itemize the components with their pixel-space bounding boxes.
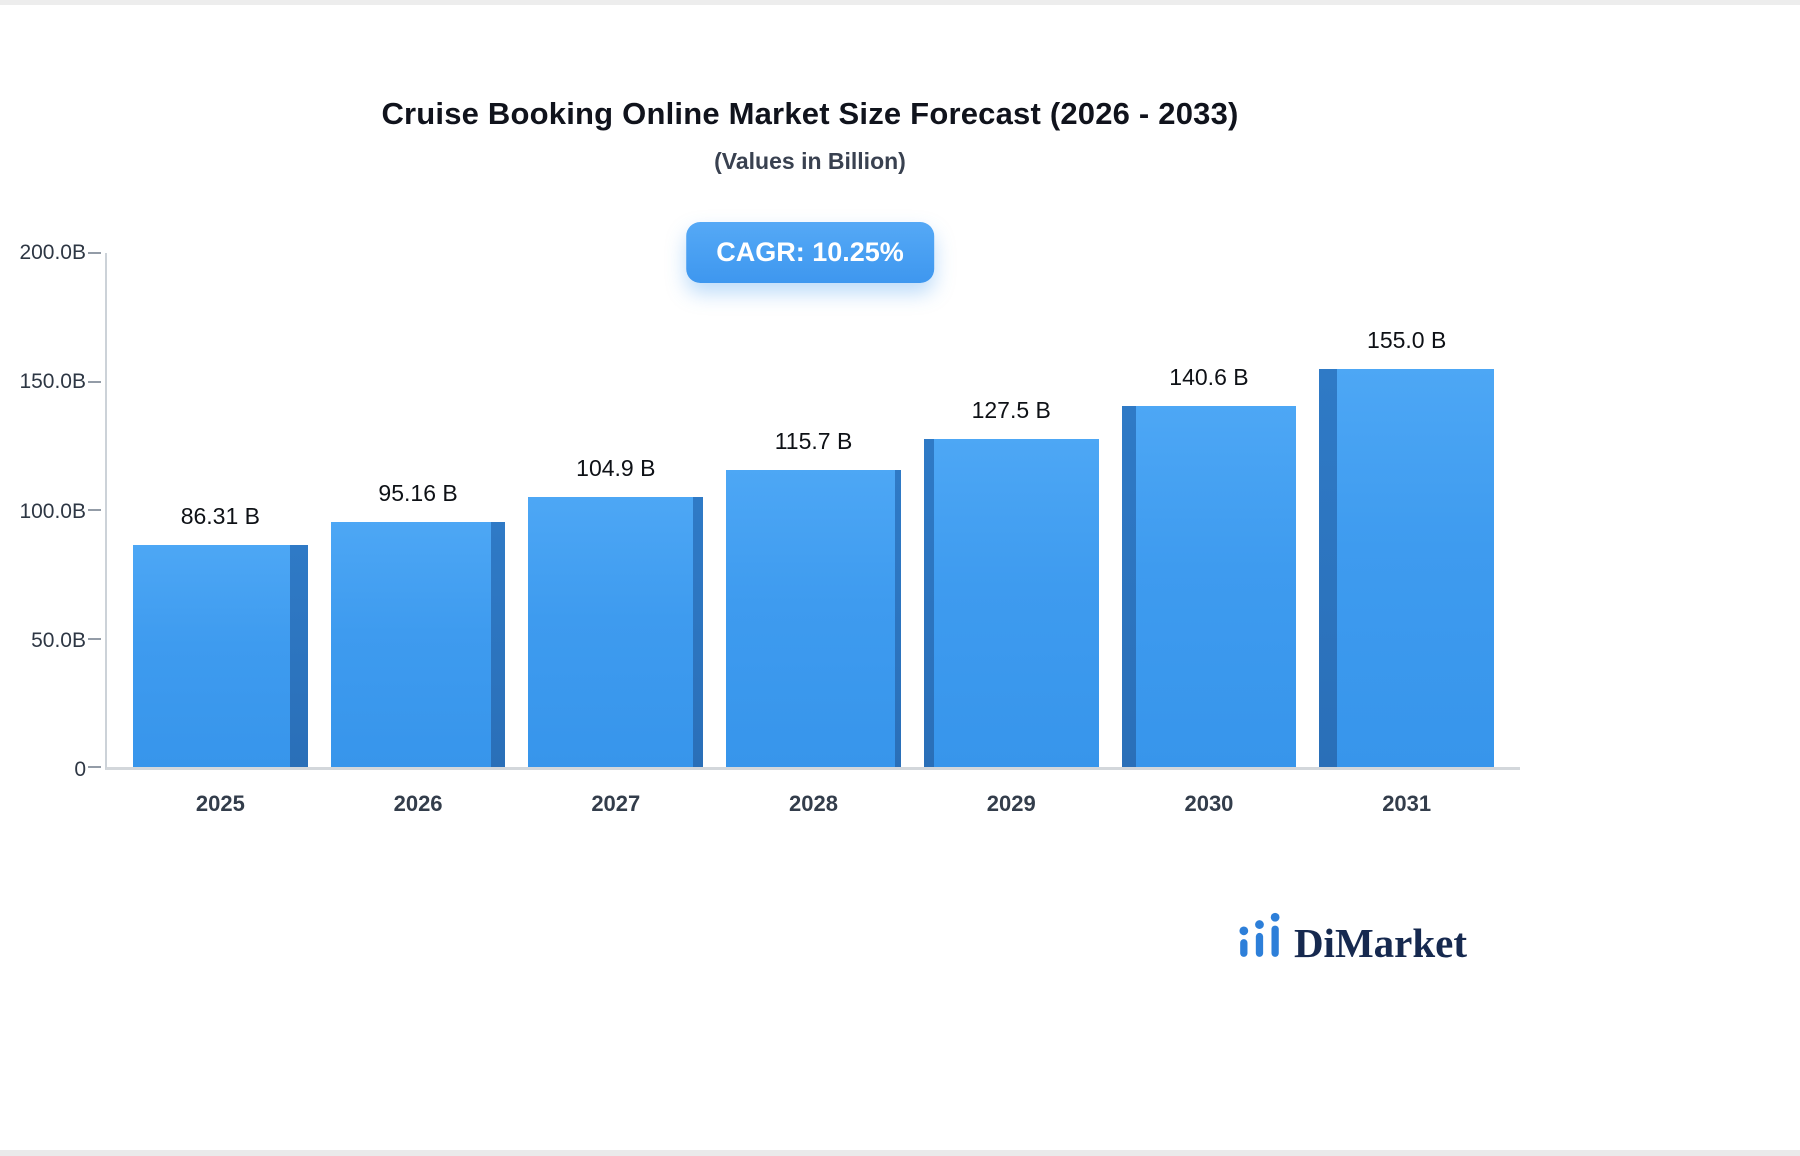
bar-value-label: 86.31 B bbox=[180, 503, 261, 530]
page-bottom-border bbox=[0, 1150, 1800, 1156]
dimarket-logo: DiMarket bbox=[1237, 911, 1467, 964]
x-axis-label: 2029 bbox=[986, 791, 1036, 816]
y-tick-mark bbox=[88, 252, 101, 254]
chart-subtitle: (Values in Billion) bbox=[714, 148, 906, 174]
bar-value-label: 104.9 B bbox=[576, 455, 656, 482]
x-axis-label: 2030 bbox=[1184, 791, 1234, 816]
bar-group: 115.7 B 2028 bbox=[726, 253, 901, 816]
bar-value-label: 95.16 B bbox=[378, 480, 458, 507]
bar-group: 104.9 B 2027 bbox=[528, 253, 704, 816]
plot-area: 86.31 B 2025 95.16 B 2026 104.9 B 2027 115.7 B… bbox=[88, 252, 1520, 816]
bar: 140.6 B bbox=[1121, 364, 1297, 768]
bar: 127.5 B bbox=[923, 397, 1099, 767]
y-tick-label: 0 bbox=[74, 758, 86, 781]
chart-header: Cruise Booking Online Market Size Foreca… bbox=[0, 0, 1620, 175]
chart-title: Cruise Booking Online Market Size Foreca… bbox=[381, 96, 1239, 131]
bar: 115.7 B bbox=[726, 428, 901, 768]
bar-value-label: 155.0 B bbox=[1367, 326, 1447, 353]
bar: 95.16 B bbox=[330, 480, 506, 767]
y-tick-label: 100.0B bbox=[19, 499, 86, 523]
x-axis-label: 2026 bbox=[393, 791, 443, 816]
y-tick-mark bbox=[88, 509, 101, 511]
bar: 155.0 B bbox=[1319, 327, 1495, 768]
bars: 86.31 B 2025 95.16 B 2026 104.9 B 2027 115.7 B… bbox=[107, 253, 1520, 816]
bar-value-label: 140.6 B bbox=[1169, 363, 1249, 390]
bar-group: 86.31 B 2025 bbox=[133, 253, 308, 816]
y-tick-mark bbox=[88, 766, 101, 768]
y-tick-mark bbox=[88, 637, 101, 640]
bar-group: 127.5 B 2029 bbox=[923, 253, 1099, 816]
bar-chart-dots-icon bbox=[1237, 911, 1283, 964]
bar-group: 140.6 B 2030 bbox=[1121, 253, 1297, 816]
y-tick-mark bbox=[88, 380, 101, 383]
y-tick-label: 150.0B bbox=[19, 370, 86, 394]
x-axis-label: 2028 bbox=[789, 791, 838, 816]
bar-value-label: 115.7 B bbox=[774, 427, 853, 454]
y-tick-label: 50.0B bbox=[31, 628, 86, 652]
y-tick-label: 200.0B bbox=[19, 241, 86, 264]
x-axis-label: 2031 bbox=[1382, 791, 1432, 816]
bar-value-label: 127.5 B bbox=[971, 397, 1051, 424]
page-top-border bbox=[0, 0, 1800, 5]
y-axis-labels: 200.0B 150.0B 100.0B 50.0B 0 bbox=[0, 241, 86, 781]
dimarket-logo-text: DiMarket bbox=[1293, 920, 1467, 966]
bar-group: 95.16 B 2026 bbox=[330, 253, 506, 816]
cagr-badge: CAGR: 10.25% bbox=[686, 222, 934, 283]
bar: 86.31 B bbox=[133, 503, 308, 767]
bar-group: 155.0 B 2031 bbox=[1319, 253, 1495, 816]
x-axis-label: 2025 bbox=[195, 791, 245, 816]
bar: 104.9 B bbox=[528, 455, 704, 767]
x-axis-label: 2027 bbox=[591, 791, 641, 816]
